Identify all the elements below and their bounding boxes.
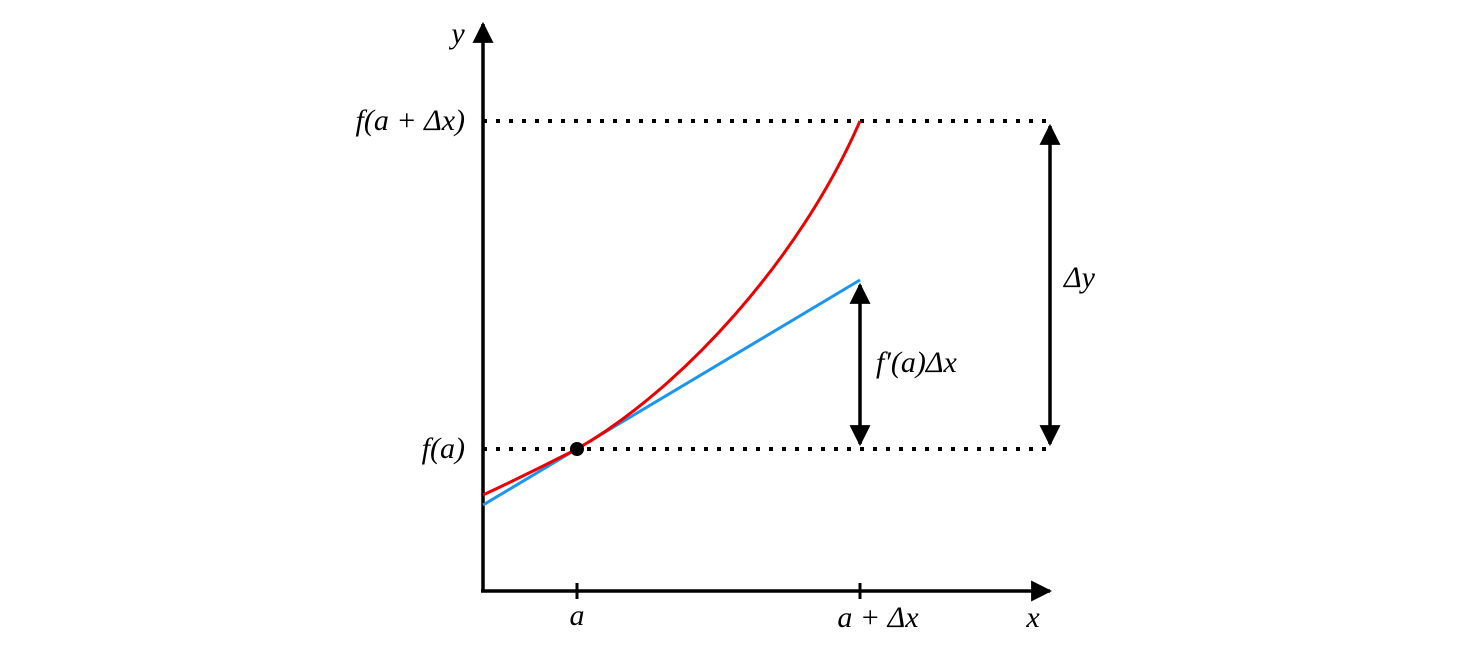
y-mark-label: f(a + Δx)	[356, 104, 465, 137]
y-axis-label: y	[448, 17, 465, 50]
x-mark-label: a	[570, 599, 585, 632]
y-mark-label: f(a)	[422, 432, 465, 465]
function-curve	[482, 120, 862, 497]
linear-change-label: f′(a)Δx	[876, 346, 957, 379]
x-mark-label: a + Δx	[837, 601, 919, 634]
tangent-line	[482, 278, 861, 507]
delta-y-label: Δy	[1063, 261, 1096, 294]
x-axis-label: x	[1025, 601, 1040, 634]
point	[570, 442, 584, 456]
